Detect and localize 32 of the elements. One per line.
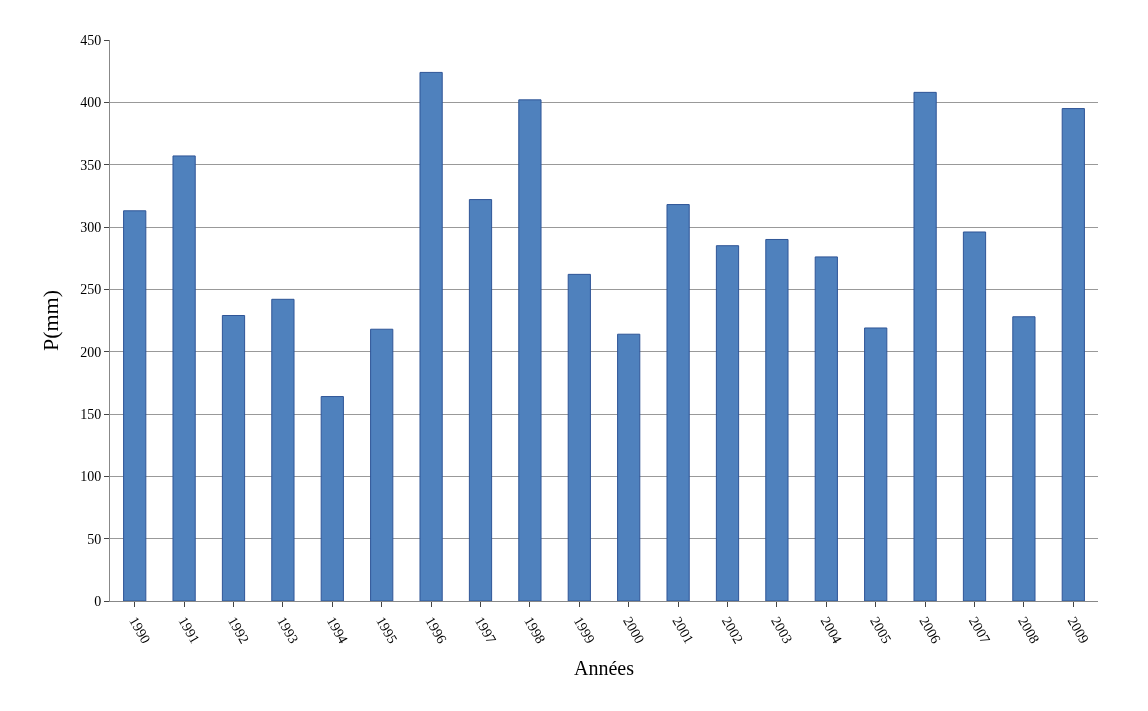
bar xyxy=(370,328,394,601)
y-tick-label: 200 xyxy=(80,344,102,360)
bar xyxy=(864,327,888,601)
bar xyxy=(518,99,542,601)
y-tick-label: 150 xyxy=(80,406,102,422)
y-tick-label: 100 xyxy=(80,469,102,485)
bar xyxy=(172,155,196,601)
bar xyxy=(962,231,987,601)
y-tick-label: 250 xyxy=(80,282,102,298)
y-tick-label: 450 xyxy=(80,32,102,48)
bar xyxy=(221,315,246,601)
bar xyxy=(666,204,690,601)
bar xyxy=(419,71,443,601)
x-axis-title: Années xyxy=(574,656,635,679)
y-tick-label: 0 xyxy=(94,593,102,609)
y-tick-label: 50 xyxy=(87,531,102,547)
y-tick-label: 400 xyxy=(80,95,102,111)
bar xyxy=(1012,316,1036,601)
bar xyxy=(567,273,591,601)
y-tick-label: 300 xyxy=(80,219,102,235)
bar xyxy=(468,199,493,601)
bar xyxy=(320,396,344,601)
bar xyxy=(617,333,641,601)
y-tick-label: 350 xyxy=(80,157,102,173)
bar xyxy=(715,245,740,601)
bar xyxy=(123,210,147,601)
bar xyxy=(913,91,937,601)
bar xyxy=(271,298,295,601)
bar xyxy=(1061,108,1085,601)
bar xyxy=(814,256,838,601)
bar xyxy=(765,238,789,601)
y-axis-title: P(mm) xyxy=(38,289,63,352)
